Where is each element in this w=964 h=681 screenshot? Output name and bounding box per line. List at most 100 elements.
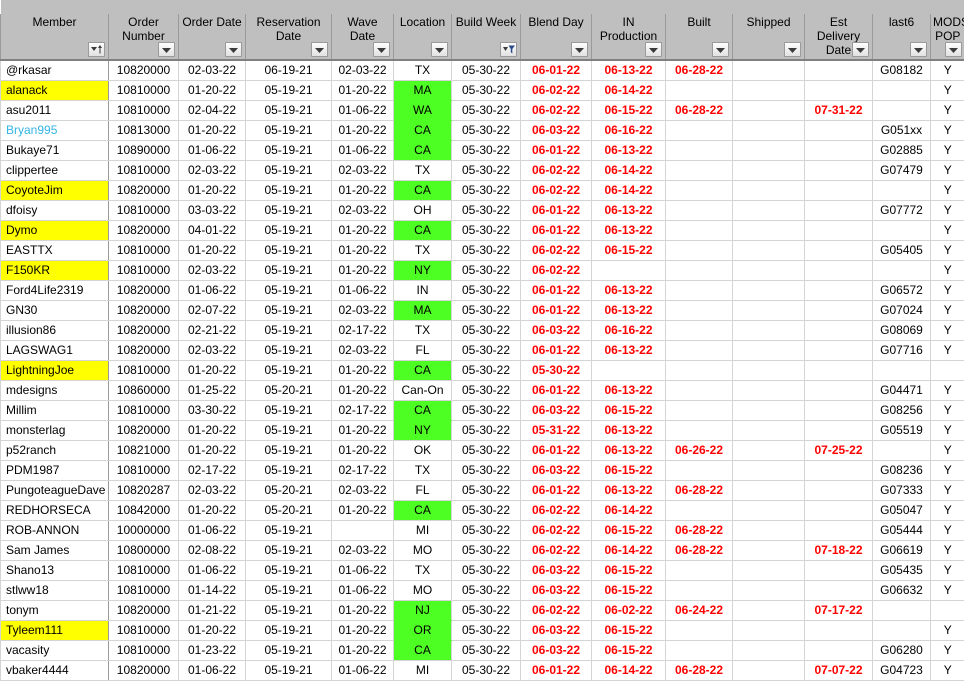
column-header-res_date[interactable]: Reservation Date	[246, 14, 332, 60]
cell-res_date[interactable]: 05-19-21	[246, 341, 332, 361]
column-header-blend_day[interactable]: Blend Day	[521, 14, 592, 60]
cell-est_delivery[interactable]	[805, 221, 873, 241]
cell-location[interactable]: CA	[394, 181, 452, 201]
cell-order_number[interactable]: 10810000	[109, 461, 179, 481]
cell-est_delivery[interactable]	[805, 501, 873, 521]
cell-order_date[interactable]: 02-08-22	[179, 541, 246, 561]
cell-in_production[interactable]: 06-14-22	[592, 161, 666, 181]
column-header-shipped[interactable]: Shipped	[733, 14, 805, 60]
cell-order_number[interactable]: 10810000	[109, 401, 179, 421]
cell-location[interactable]: TX	[394, 321, 452, 341]
cell-order_date[interactable]: 01-14-22	[179, 581, 246, 601]
cell-built[interactable]: 06-28-22	[666, 541, 733, 561]
cell-order_date[interactable]: 02-03-22	[179, 161, 246, 181]
cell-member[interactable]: mdesigns	[1, 381, 109, 401]
cell-build_week[interactable]: 05-30-22	[452, 361, 521, 381]
cell-location[interactable]: CA	[394, 641, 452, 661]
cell-built[interactable]	[666, 361, 733, 381]
cell-order_date[interactable]: 04-01-22	[179, 221, 246, 241]
cell-build_week[interactable]: 05-30-22	[452, 401, 521, 421]
cell-order_number[interactable]: 10810000	[109, 81, 179, 101]
cell-wave_date[interactable]: 02-03-22	[332, 481, 394, 501]
cell-member[interactable]: LightningJoe	[1, 361, 109, 381]
cell-order_number[interactable]: 10890000	[109, 141, 179, 161]
cell-est_delivery[interactable]	[805, 281, 873, 301]
cell-est_delivery[interactable]	[805, 361, 873, 381]
cell-shipped[interactable]	[733, 241, 805, 261]
cell-build_week[interactable]: 05-30-22	[452, 461, 521, 481]
cell-build_week[interactable]: 05-30-22	[452, 141, 521, 161]
cell-order_date[interactable]: 01-20-22	[179, 181, 246, 201]
cell-wave_date[interactable]: 02-03-22	[332, 60, 394, 81]
cell-member[interactable]: EASTTX	[1, 241, 109, 261]
cell-last6[interactable]	[873, 81, 931, 101]
cell-res_date[interactable]: 05-20-21	[246, 481, 332, 501]
cell-build_week[interactable]: 05-30-22	[452, 321, 521, 341]
cell-in_production[interactable]: 06-14-22	[592, 661, 666, 681]
cell-built[interactable]: 06-28-22	[666, 60, 733, 81]
cell-blend_day[interactable]: 06-01-22	[521, 301, 592, 321]
cell-est_delivery[interactable]	[805, 241, 873, 261]
cell-order_number[interactable]: 10860000	[109, 381, 179, 401]
filter-dropdown-icon[interactable]	[945, 42, 962, 57]
cell-built[interactable]: 06-26-22	[666, 441, 733, 461]
cell-built[interactable]: 06-28-22	[666, 481, 733, 501]
cell-order_date[interactable]: 03-03-22	[179, 201, 246, 221]
cell-mods_pop[interactable]: Y	[931, 561, 964, 581]
cell-build_week[interactable]: 05-30-22	[452, 661, 521, 681]
filter-dropdown-icon[interactable]	[311, 42, 328, 57]
cell-location[interactable]: MI	[394, 661, 452, 681]
cell-mods_pop[interactable]: Y	[931, 241, 964, 261]
cell-est_delivery[interactable]	[805, 521, 873, 541]
cell-est_delivery[interactable]	[805, 321, 873, 341]
cell-mods_pop[interactable]: Y	[931, 101, 964, 121]
cell-built[interactable]	[666, 461, 733, 481]
filter-dropdown-icon[interactable]	[784, 42, 801, 57]
cell-in_production[interactable]: 06-15-22	[592, 561, 666, 581]
cell-est_delivery[interactable]	[805, 201, 873, 221]
cell-res_date[interactable]: 05-19-21	[246, 161, 332, 181]
cell-wave_date[interactable]: 01-06-22	[332, 141, 394, 161]
cell-order_number[interactable]: 10820000	[109, 421, 179, 441]
cell-build_week[interactable]: 05-30-22	[452, 161, 521, 181]
cell-order_number[interactable]: 10820000	[109, 181, 179, 201]
cell-est_delivery[interactable]	[805, 141, 873, 161]
cell-built[interactable]	[666, 641, 733, 661]
cell-in_production[interactable]: 06-13-22	[592, 441, 666, 461]
cell-in_production[interactable]: 06-15-22	[592, 241, 666, 261]
column-header-member[interactable]: Member	[1, 14, 109, 60]
cell-shipped[interactable]	[733, 441, 805, 461]
cell-built[interactable]	[666, 501, 733, 521]
cell-built[interactable]: 06-28-22	[666, 101, 733, 121]
cell-wave_date[interactable]: 02-03-22	[332, 541, 394, 561]
cell-location[interactable]: OK	[394, 441, 452, 461]
cell-blend_day[interactable]: 06-02-22	[521, 261, 592, 281]
filter-dropdown-icon[interactable]	[910, 42, 927, 57]
cell-wave_date[interactable]: 01-20-22	[332, 121, 394, 141]
cell-mods_pop[interactable]: Y	[931, 341, 964, 361]
cell-in_production[interactable]: 06-16-22	[592, 321, 666, 341]
cell-member[interactable]: asu2011	[1, 101, 109, 121]
cell-mods_pop[interactable]: Y	[931, 461, 964, 481]
cell-order_number[interactable]: 10810000	[109, 621, 179, 641]
cell-location[interactable]: CA	[394, 401, 452, 421]
cell-est_delivery[interactable]	[805, 461, 873, 481]
cell-shipped[interactable]	[733, 521, 805, 541]
cell-build_week[interactable]: 05-30-22	[452, 601, 521, 621]
cell-blend_day[interactable]: 06-01-22	[521, 341, 592, 361]
cell-mods_pop[interactable]: Y	[931, 81, 964, 101]
cell-wave_date[interactable]: 02-03-22	[332, 301, 394, 321]
cell-wave_date[interactable]: 01-20-22	[332, 261, 394, 281]
filter-dropdown-icon[interactable]	[645, 42, 662, 57]
cell-blend_day[interactable]: 06-01-22	[521, 60, 592, 81]
cell-last6[interactable]: G06632	[873, 581, 931, 601]
cell-blend_day[interactable]: 06-03-22	[521, 641, 592, 661]
